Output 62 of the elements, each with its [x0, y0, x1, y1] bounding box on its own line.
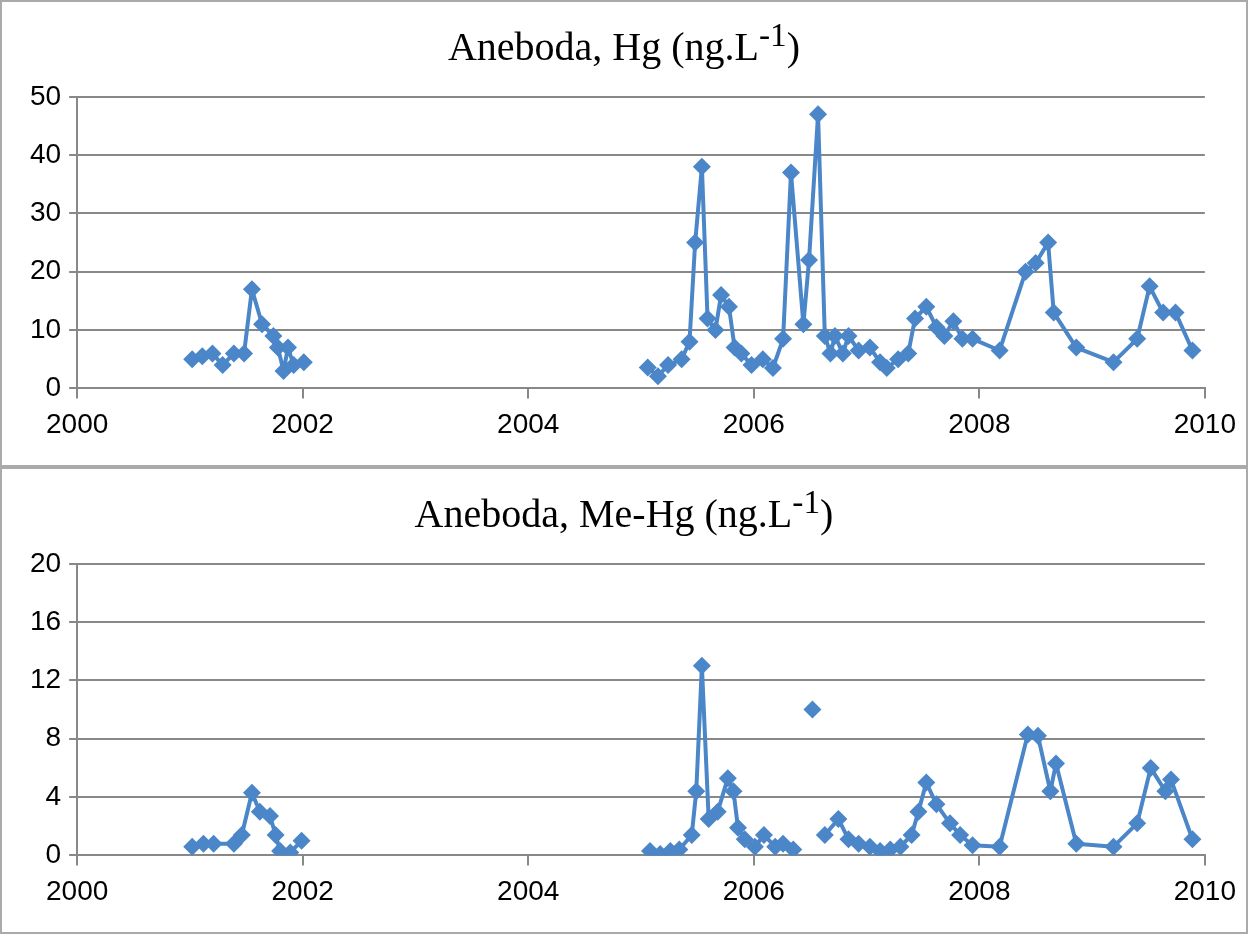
point: [708, 802, 727, 821]
point: [815, 825, 834, 844]
x-tick-label: 2002: [271, 874, 334, 906]
y-tick-label: 10: [29, 312, 62, 344]
point: [728, 818, 747, 837]
x-tick-label: 2000: [46, 407, 109, 439]
point: [266, 825, 285, 844]
x-tick-label: 2008: [948, 874, 1011, 906]
point: [183, 837, 202, 856]
point: [803, 700, 822, 719]
point: [724, 782, 743, 801]
point: [1141, 758, 1160, 777]
chart-title: Aneboda, Hg (ng.L$^{-1}$): [446, 16, 802, 71]
x-tick-label: 2008: [948, 407, 1011, 439]
point: [718, 769, 737, 788]
point: [1183, 830, 1202, 849]
y-tick-label: 4: [45, 779, 62, 811]
point: [224, 834, 243, 853]
point: [1104, 837, 1123, 856]
x-tick-label: 2004: [497, 874, 560, 906]
point: [951, 825, 970, 844]
point: [1156, 782, 1175, 801]
y-tick-label: 30: [29, 196, 62, 228]
point: [990, 837, 1009, 856]
y-tick-label: 8: [45, 721, 62, 753]
x-tick-label: 2002: [271, 407, 334, 439]
x-tick-label: 2004: [497, 407, 560, 439]
point: [692, 656, 711, 675]
y-tick-label: 0: [45, 838, 62, 870]
x-tick-label: 2010: [1173, 407, 1236, 439]
point: [292, 831, 311, 850]
x-tick-label: 2006: [722, 407, 785, 439]
y-tick-label: 40: [29, 137, 62, 169]
y-tick-label: 12: [29, 663, 62, 695]
x-tick-label: 2000: [46, 874, 109, 906]
point: [940, 814, 959, 833]
y-tick-label: 20: [29, 546, 62, 578]
x-tick-label: 2006: [722, 874, 785, 906]
y-tick-label: 0: [45, 371, 62, 403]
y-tick-label: 20: [29, 254, 62, 286]
point: [963, 836, 982, 855]
point: [735, 830, 754, 849]
y-tick-label: 50: [29, 79, 62, 111]
point: [687, 782, 706, 801]
y-tick-label: 16: [29, 604, 62, 636]
point: [1128, 814, 1147, 833]
x-tick-label: 2010: [1173, 874, 1236, 906]
point: [902, 825, 921, 844]
point: [909, 802, 928, 821]
chart-title: Aneboda, Me-Hg (ng.L$^{-1}$): [413, 483, 835, 538]
point: [927, 795, 946, 814]
point: [682, 825, 701, 844]
point: [1162, 770, 1181, 789]
point: [242, 783, 261, 802]
point: [1067, 834, 1086, 853]
point: [754, 825, 773, 844]
point: [917, 773, 936, 792]
point: [745, 837, 764, 856]
point: [829, 809, 848, 828]
point: [784, 840, 803, 856]
point: [232, 825, 251, 844]
point: [260, 807, 279, 826]
